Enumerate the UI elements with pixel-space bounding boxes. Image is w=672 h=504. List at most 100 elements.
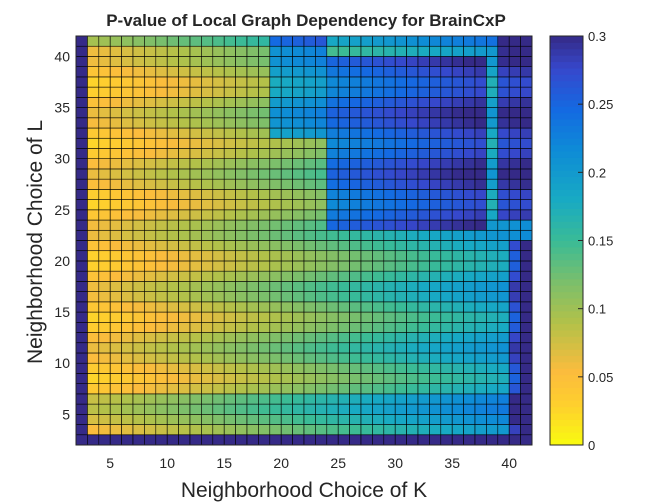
heatmap-cell (303, 137, 316, 149)
heatmap-cell (326, 301, 339, 313)
heatmap-cell (508, 35, 521, 47)
heatmap-cell (144, 270, 157, 282)
heatmap-cell (246, 229, 259, 241)
heatmap-cell (349, 301, 362, 313)
heatmap-cell (440, 35, 453, 47)
heatmap-cell (486, 168, 499, 180)
heatmap-cell (258, 270, 271, 282)
heatmap-cell (109, 311, 122, 323)
heatmap-cell (337, 373, 350, 384)
heatmap-cell (98, 107, 111, 119)
heatmap-cell (98, 219, 111, 231)
heatmap-cell (223, 86, 236, 98)
heatmap-cell (109, 342, 122, 354)
heatmap-cell (337, 117, 350, 129)
heatmap-cell (474, 229, 487, 241)
heatmap-cell (372, 66, 385, 78)
heatmap-cell (520, 260, 533, 272)
heatmap-cell (508, 383, 521, 395)
heatmap-cell (474, 250, 487, 262)
heatmap-cell (87, 35, 100, 47)
heatmap-cell (440, 383, 453, 395)
heatmap-cell (87, 45, 100, 57)
heatmap-cell (109, 373, 122, 384)
heatmap-cell (360, 97, 373, 108)
heatmap-cell (178, 107, 191, 119)
heatmap-cell (280, 342, 293, 354)
heatmap-cell (326, 414, 339, 425)
heatmap-cell (520, 342, 533, 354)
heatmap-cell (315, 107, 328, 119)
heatmap-cell (144, 383, 157, 395)
heatmap-cell (178, 352, 191, 364)
heatmap-cell (201, 270, 214, 282)
heatmap-cell (451, 291, 464, 303)
heatmap-cell (144, 434, 157, 446)
heatmap-cell (451, 311, 464, 323)
heatmap-cell (292, 301, 305, 313)
heatmap-cell (394, 342, 407, 354)
heatmap-cell (212, 209, 225, 221)
colorbar-segment (550, 144, 583, 152)
heatmap-cell (383, 158, 396, 170)
heatmap-cell (451, 414, 464, 425)
heatmap-cell (246, 148, 259, 159)
heatmap-cell (463, 209, 476, 221)
heatmap-cell (486, 260, 499, 272)
heatmap-cell (326, 424, 339, 436)
heatmap-cell (166, 189, 179, 200)
colorbar-segment (550, 387, 583, 395)
heatmap-cell (280, 86, 293, 98)
heatmap-cell (463, 362, 476, 374)
heatmap-cell (508, 373, 521, 384)
heatmap-cell (144, 321, 157, 333)
heatmap-cell (383, 76, 396, 88)
heatmap-cell (189, 434, 202, 446)
heatmap-cell (451, 403, 464, 415)
heatmap-cells (75, 35, 533, 446)
heatmap-cell (508, 168, 521, 180)
heatmap-cell (201, 189, 214, 200)
heatmap-cell (178, 424, 191, 436)
heatmap-cell (235, 107, 248, 119)
heatmap-cell (178, 189, 191, 200)
heatmap-cell (451, 281, 464, 292)
colorbar-segment (550, 240, 583, 248)
heatmap-cell (349, 342, 362, 354)
heatmap-cell (212, 97, 225, 108)
colorbar-segment (550, 355, 583, 363)
heatmap-cell (132, 250, 145, 262)
heatmap-cell (486, 107, 499, 119)
heatmap-cell (280, 393, 293, 405)
heatmap-cell (98, 168, 111, 180)
heatmap-cell (144, 127, 157, 139)
heatmap-cell (463, 383, 476, 395)
colorbar-segment (550, 67, 583, 75)
colorbar-segment (550, 413, 583, 420)
heatmap-cell (349, 383, 362, 395)
heatmap-cell (223, 229, 236, 241)
heatmap-cell (315, 240, 328, 252)
heatmap-cell (189, 229, 202, 241)
heatmap-cell (132, 321, 145, 333)
heatmap-cell (508, 301, 521, 313)
colorbar-tick-label: 0.2 (588, 165, 606, 180)
heatmap-cell (383, 229, 396, 241)
heatmap-cell (486, 219, 499, 231)
heatmap-cell (508, 332, 521, 344)
heatmap-cell (520, 107, 533, 119)
heatmap-cell (269, 199, 282, 211)
heatmap-cell (497, 178, 510, 190)
heatmap-cell (440, 66, 453, 78)
heatmap-cell (497, 148, 510, 159)
heatmap-cell (155, 250, 168, 262)
heatmap-cell (75, 332, 88, 344)
y-tick-label: 25 (54, 202, 70, 218)
heatmap-cell (212, 66, 225, 78)
heatmap-cell (508, 127, 521, 139)
heatmap-cell (497, 107, 510, 119)
heatmap-cell (75, 393, 88, 405)
heatmap-cell (87, 352, 100, 364)
heatmap-cell (189, 178, 202, 190)
heatmap-cell (440, 158, 453, 170)
